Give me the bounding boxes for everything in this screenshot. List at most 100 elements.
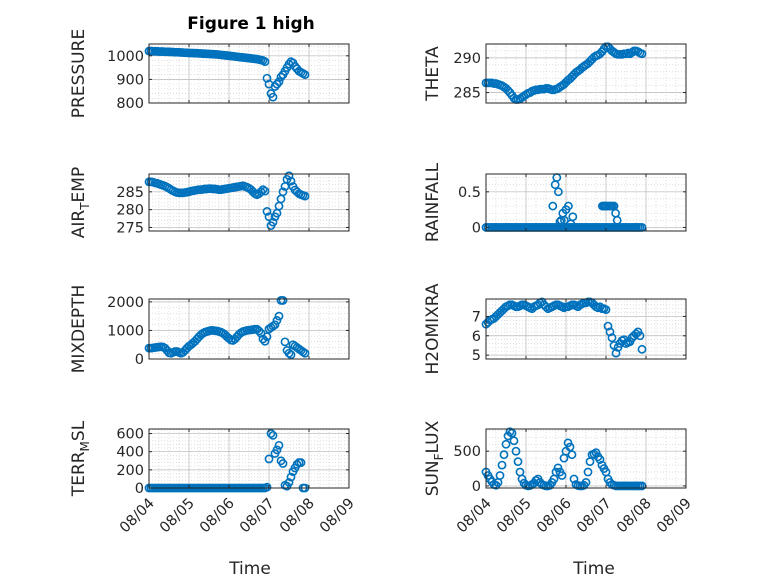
terr-msl-point [296, 458, 306, 467]
subplot-terr-msl: 0 200 400 600 08/04 08/05 08/06 08/07 08/08 08/09… [69, 420, 358, 536]
subplot-sun-flux: 0 500 08/04 08/05 08/06 08/07 08/08 08/09 SUNFLU… [423, 420, 695, 536]
sun-flux-point [509, 436, 519, 446]
terr-msl-y-tick-label: 400 [116, 445, 144, 461]
sun-flux-point [557, 471, 567, 480]
air-temp-point [286, 176, 296, 186]
h2omixra-point [541, 302, 551, 312]
terr-msl-point [264, 454, 274, 464]
terr-msl-point [272, 445, 282, 455]
theta-series [481, 42, 647, 104]
sun-flux-y-tick-label: 500 [453, 444, 481, 460]
x-axis-label-left: Time [228, 559, 271, 579]
sun-flux-y-tick-label: 0 [472, 479, 481, 495]
theta-point [637, 49, 647, 59]
terr-msl-y-axis-label: TERRMSL [69, 420, 92, 497]
pressure-series [144, 46, 310, 102]
terr-msl-y-tick-label: 200 [116, 463, 144, 479]
air-temp-point [268, 217, 278, 227]
sun-flux-point [591, 448, 601, 457]
mixdepth-point [278, 296, 288, 305]
mixdepth-axes-box [148, 298, 350, 360]
air-temp-y-tick-label: 280 [116, 203, 144, 219]
pressure-point [268, 92, 278, 102]
h2omixra-point [635, 331, 645, 341]
air-temp-axes-box [148, 173, 350, 232]
sun-flux-point [517, 474, 527, 484]
mixdepth-point [262, 332, 272, 342]
mixdepth-y-axis-label: MIXDEPTH [69, 285, 89, 374]
sun-flux-point [497, 460, 507, 470]
mixdepth-point [284, 348, 294, 358]
mixdepth-point [300, 348, 310, 358]
h2omixra-point [601, 305, 611, 315]
rainfall-point [612, 215, 622, 225]
sun-flux-y-axis-label-sub: F [432, 453, 446, 460]
terr-msl-x-tick-label: 08/08 [277, 496, 318, 537]
terr-msl-plot-area [149, 429, 349, 488]
terr-msl-point [262, 482, 272, 492]
air-temp-point [262, 207, 272, 216]
sun-flux-x-tick-label: 08/05 [494, 496, 535, 537]
terr-msl-y-axis-label-part: TERR [69, 451, 89, 497]
h2omixra-y-tick-label: 6 [472, 329, 481, 345]
pressure-point [276, 72, 286, 82]
sun-flux-x-tick-label: 08/07 [574, 496, 615, 537]
air-temp-series [144, 171, 310, 231]
sun-flux-point [565, 442, 575, 452]
mixdepth-series [144, 296, 310, 360]
sun-flux-point [567, 450, 577, 460]
rainfall-y-tick-label: 0.5 [458, 185, 481, 201]
terr-msl-x-tick-label: 08/05 [157, 496, 198, 537]
h2omixra-y-axis-label: H2OMIXRA [423, 283, 443, 374]
terr-msl-point [286, 472, 296, 482]
sun-flux-point [501, 439, 511, 449]
mixdepth-point [268, 321, 278, 331]
air-temp-y-axis-label-sub: T [78, 202, 92, 211]
mixdepth-point [280, 337, 290, 347]
theta-y-tick-label: 285 [453, 86, 481, 102]
terr-msl-y-tick-label: 600 [116, 427, 144, 443]
mixdepth-point [254, 326, 264, 336]
terr-msl-axes-box [148, 428, 350, 489]
sun-flux-x-tick-label: 08/08 [614, 496, 655, 537]
h2omixra-y-tick-label: 5 [472, 348, 481, 364]
rainfall-point [548, 201, 558, 211]
sun-flux-x-tick-label: 08/04 [454, 496, 495, 537]
mixdepth-point [270, 320, 280, 330]
sun-flux-y-axis-label-part: LUX [423, 420, 443, 453]
mixdepth-point [298, 347, 308, 357]
mixdepth-point [272, 316, 282, 325]
subplot-mixdepth: 0 1000 2000 MIXDEPTH [69, 285, 350, 374]
pressure-y-axis-label: PRESSURE [69, 29, 89, 118]
pressure-point [260, 57, 270, 67]
x-axis-label-right: Time [572, 559, 615, 579]
terr-msl-point [274, 440, 284, 450]
sun-flux-point [595, 455, 605, 464]
rainfall-point [560, 215, 569, 225]
sun-flux-point [581, 478, 591, 487]
sun-flux-axes-box [485, 428, 687, 489]
sun-flux-point [563, 438, 573, 448]
sun-flux-point [569, 474, 579, 484]
subplot-rainfall: 0 0.5 RAINFALL [423, 162, 687, 242]
terr-msl-y-axis-label-part: SL [69, 420, 89, 441]
subplot-h2omixra: 5 6 7 H2OMIXRA [423, 283, 687, 375]
mixdepth-y-tick-label: 0 [135, 352, 144, 368]
h2omixra-point [637, 344, 647, 354]
pressure-axes-box [148, 43, 350, 104]
mixdepth-point [260, 336, 270, 346]
air-temp-point [284, 171, 294, 181]
h2omixra-axes-box [485, 298, 687, 360]
h2omixra-y-tick-label: 7 [472, 309, 481, 325]
theta-axes-box [485, 43, 687, 104]
air-temp-point [258, 185, 268, 195]
terr-msl-point [278, 459, 288, 468]
pressure-y-tick-label: 900 [116, 72, 144, 88]
terr-msl-x-tick-label: 08/07 [237, 496, 278, 537]
pressure-point [300, 70, 310, 80]
air-temp-y-axis-label-part: AIR [69, 210, 89, 239]
sun-flux-point [553, 463, 563, 473]
sun-flux-point [583, 467, 593, 477]
